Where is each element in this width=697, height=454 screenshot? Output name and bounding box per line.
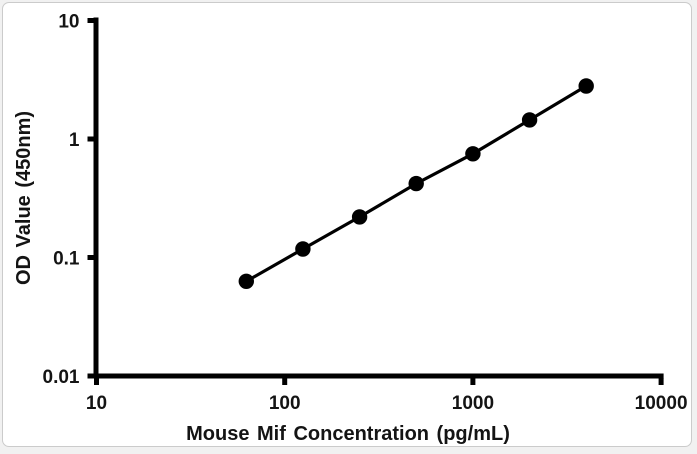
axes <box>87 17 664 385</box>
data-point <box>465 146 481 162</box>
tick-labels: 10 1 0.1 0.01 10 100 1000 10000 <box>43 11 688 414</box>
data-point <box>238 273 254 289</box>
data-point <box>408 175 424 192</box>
x-tick-label: 10000 <box>635 393 688 414</box>
y-tick-label: 1 <box>69 130 80 151</box>
x-axis-title: Mouse Mif Concentration (pg/mL) <box>186 423 510 445</box>
y-tick-label: 0.01 <box>43 367 80 388</box>
data-point <box>521 112 538 128</box>
x-tick-label: 1000 <box>452 393 494 414</box>
data-series <box>238 78 594 289</box>
y-tick-label: 10 <box>58 11 79 32</box>
data-point <box>351 209 368 225</box>
data-point <box>295 241 311 257</box>
x-tick-label: 10 <box>86 393 107 414</box>
data-point <box>578 78 594 94</box>
x-tick-label: 100 <box>269 393 301 414</box>
y-tick-label: 0.1 <box>53 248 80 269</box>
y-axis-title: OD Value (450nm) <box>13 111 35 285</box>
